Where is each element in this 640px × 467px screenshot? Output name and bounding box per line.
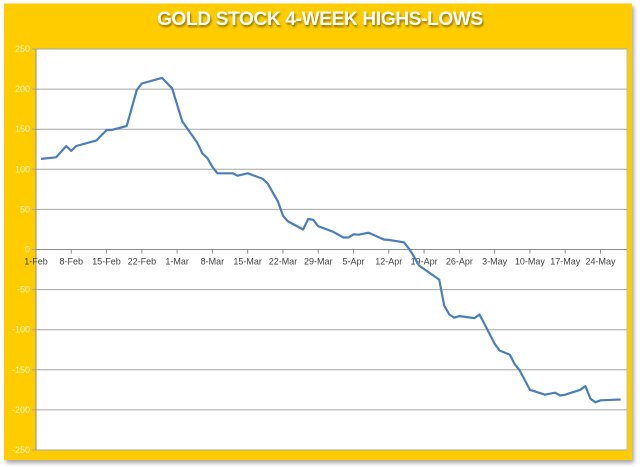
y-tick-label: -200 — [12, 405, 30, 415]
x-tick-label: 15-Feb — [92, 257, 121, 267]
y-tick-label: 50 — [20, 204, 30, 214]
y-tick-label: 0 — [25, 245, 30, 255]
x-tick-label: 19-Apr — [411, 257, 438, 267]
x-tick-label: 8-Feb — [60, 257, 84, 267]
x-tick-label: 22-Mar — [269, 257, 298, 267]
y-tick-label: 100 — [15, 164, 30, 174]
y-tick-label: 200 — [15, 84, 30, 94]
x-tick-label: 15-Mar — [233, 257, 262, 267]
y-tick-label: -100 — [12, 325, 30, 335]
x-tick-label: 1-Mar — [165, 257, 189, 267]
x-tick-label: 3-May — [482, 257, 508, 267]
y-tick-label: 150 — [15, 124, 30, 134]
y-tick-label: -250 — [12, 445, 30, 455]
x-tick-label: 22-Feb — [128, 257, 157, 267]
x-tick-label: 8-Mar — [201, 257, 225, 267]
y-tick-label: -150 — [12, 365, 30, 375]
x-tick-label: 12-Apr — [375, 257, 402, 267]
x-tick-label: 10-May — [515, 257, 546, 267]
x-tick-label: 5-Apr — [343, 257, 365, 267]
y-tick-label: -50 — [17, 285, 30, 295]
x-tick-label: 1-Feb — [24, 257, 48, 267]
x-tick-label: 29-Mar — [304, 257, 333, 267]
x-tick-label: 17-May — [550, 257, 581, 267]
chart-title: GOLD STOCK 4-WEEK HIGHS-LOWS — [157, 9, 483, 30]
series-line — [40, 76, 621, 404]
x-tick-label: 26-Apr — [446, 257, 473, 267]
y-tick-label: 250 — [15, 44, 30, 54]
x-tick-label: 24-May — [585, 257, 616, 267]
